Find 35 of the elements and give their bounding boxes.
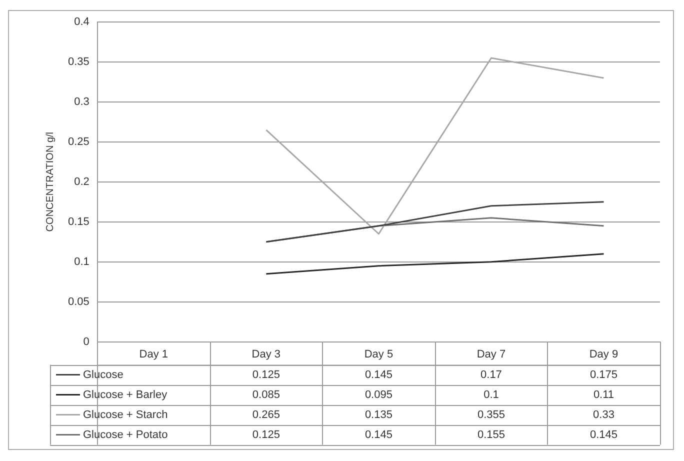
data-label: 0.135	[364, 408, 392, 421]
data-label: 0.355	[477, 408, 505, 421]
x-tick-label: Day 3	[252, 348, 281, 360]
y-tick-label: 0.05	[68, 296, 90, 308]
y-tick-label: 0.2	[74, 176, 90, 188]
data-label: 0.125	[252, 368, 280, 381]
x-tick-label: Day 7	[476, 348, 506, 360]
data-label: 0.265	[252, 408, 280, 421]
y-tick-label: 0.1	[74, 256, 90, 268]
data-label: 0.095	[364, 388, 392, 401]
data-label: 0.145	[364, 428, 392, 441]
data-label: 0.11	[593, 388, 614, 401]
data-label: 0.125	[252, 428, 280, 441]
legend-label: Glucose + Starch	[83, 408, 168, 421]
data-label: 0.33	[593, 408, 614, 421]
x-tick-label: Day 9	[589, 348, 618, 360]
legend-label: Glucose + Barley	[83, 388, 168, 401]
data-label: 0.175	[590, 368, 618, 381]
x-tick-label: Day 1	[139, 348, 168, 360]
data-label: 0.1	[484, 388, 499, 401]
y-tick-label: 0.3	[74, 96, 90, 108]
legend-label: Glucose + Potato	[83, 428, 168, 441]
legend-label: Glucose	[83, 368, 124, 381]
y-tick-label: 0.4	[74, 16, 90, 28]
y-tick-label: 0.25	[68, 136, 90, 148]
y-tick-label: 0	[83, 336, 90, 348]
data-label: 0.155	[477, 428, 505, 441]
y-tick-label: 0.15	[68, 216, 90, 228]
y-tick-label: 0.35	[68, 56, 90, 68]
data-label: 0.145	[364, 368, 392, 381]
y-axis-title: CONCENTRATION g/l	[44, 132, 56, 232]
data-label: 0.085	[252, 388, 280, 401]
x-tick-label: Day 5	[364, 348, 394, 360]
data-label: 0.17	[480, 368, 502, 381]
data-label: 0.145	[590, 428, 618, 441]
